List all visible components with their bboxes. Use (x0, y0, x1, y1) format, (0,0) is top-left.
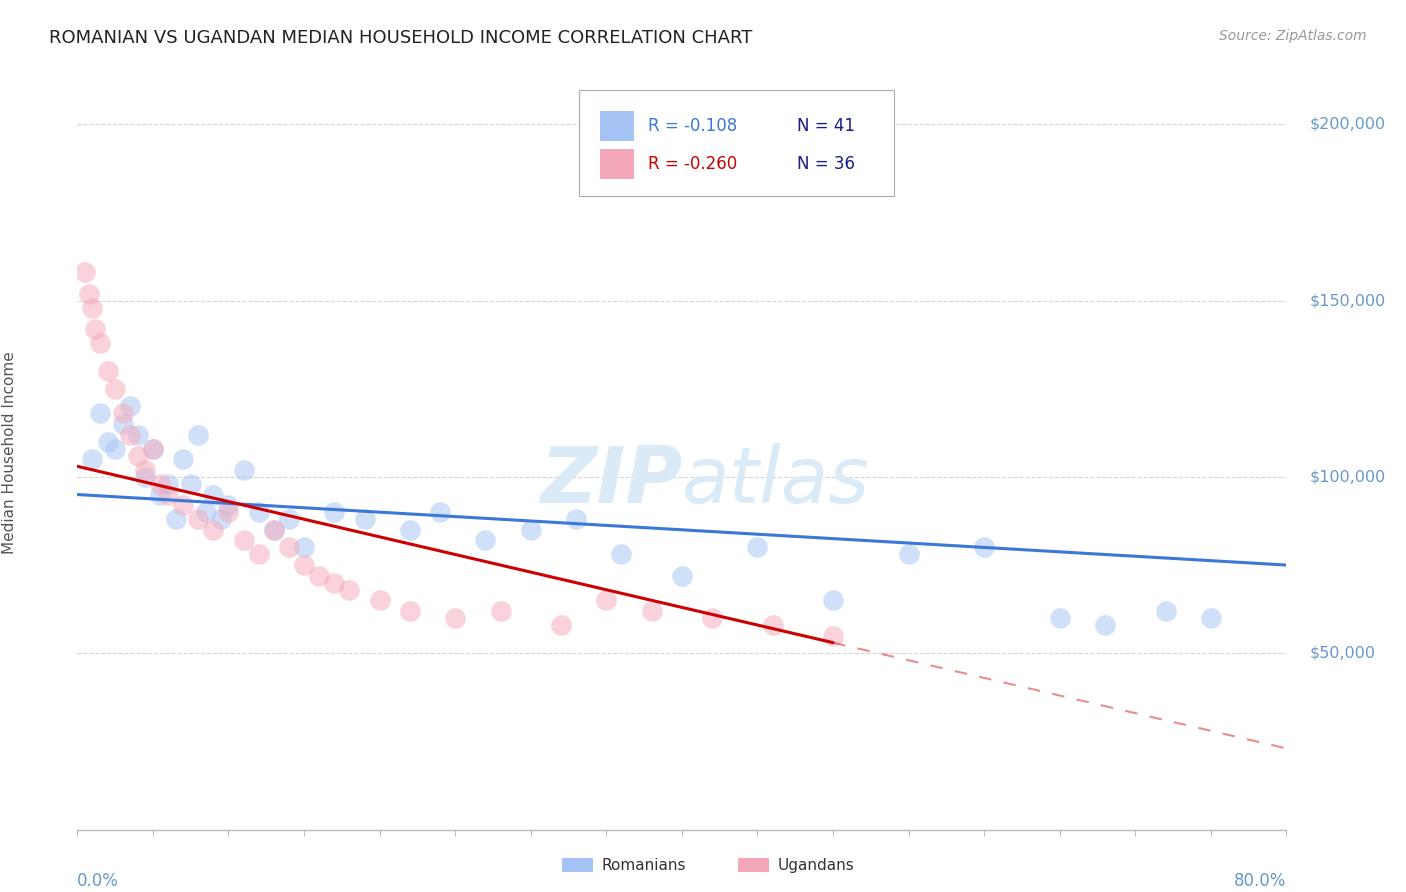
Point (550, 618, 572, 632)
Point (111, 417, 134, 431)
Point (187, 427, 209, 442)
Point (368, 593, 391, 607)
Point (82, 301, 104, 315)
Point (172, 452, 194, 467)
Point (73, 265, 96, 279)
Text: atlas: atlas (682, 442, 870, 519)
Point (263, 523, 285, 537)
Point (89, 335, 111, 350)
Point (149, 477, 172, 491)
Text: R = -0.260: R = -0.260 (648, 155, 737, 173)
Text: R = -0.108: R = -0.108 (648, 117, 737, 135)
Point (104, 382, 127, 396)
Point (897, 548, 920, 562)
Point (1049, 611, 1071, 625)
Point (339, 582, 360, 597)
Point (323, 575, 346, 590)
Point (702, 611, 724, 625)
Point (565, 512, 588, 526)
Point (821, 593, 844, 607)
Point (232, 463, 254, 477)
Text: Ugandans: Ugandans (778, 858, 855, 872)
Point (641, 604, 664, 618)
Point (278, 512, 301, 526)
Text: ZIP: ZIP (540, 442, 682, 519)
FancyBboxPatch shape (600, 149, 634, 179)
Point (142, 442, 165, 456)
Text: Source: ZipAtlas.com: Source: ZipAtlas.com (1219, 29, 1367, 43)
Point (127, 427, 149, 442)
Point (218, 505, 240, 519)
Point (194, 505, 217, 519)
Point (134, 463, 156, 477)
Point (172, 498, 194, 512)
Point (218, 498, 240, 512)
Point (821, 629, 844, 643)
Point (120, 400, 142, 414)
Point (973, 541, 995, 555)
Point (247, 548, 270, 562)
Text: 0.0%: 0.0% (77, 871, 120, 890)
Point (444, 611, 467, 625)
Point (157, 477, 180, 491)
Point (429, 505, 451, 519)
Point (595, 593, 617, 607)
Point (79, 286, 101, 301)
Text: N = 41: N = 41 (797, 117, 855, 135)
Point (610, 548, 633, 562)
Point (120, 427, 142, 442)
Point (82, 452, 104, 467)
Point (292, 541, 315, 555)
Point (520, 523, 543, 537)
Point (247, 505, 270, 519)
Text: Romanians: Romanians (602, 858, 686, 872)
Point (202, 523, 225, 537)
Point (111, 406, 134, 420)
Point (209, 512, 232, 526)
Point (1154, 604, 1177, 618)
Point (292, 558, 315, 572)
Text: 80.0%: 80.0% (1234, 871, 1286, 890)
Point (89, 406, 111, 420)
Point (202, 487, 225, 501)
Point (489, 604, 512, 618)
Point (104, 442, 127, 456)
Point (134, 470, 156, 484)
Point (165, 512, 187, 526)
Point (1094, 618, 1116, 632)
Point (323, 505, 346, 519)
Text: $200,000: $200,000 (1309, 117, 1385, 132)
Point (127, 449, 149, 463)
Point (308, 568, 330, 582)
Text: $150,000: $150,000 (1309, 293, 1385, 308)
FancyBboxPatch shape (600, 111, 634, 141)
Point (232, 533, 254, 548)
Text: N = 36: N = 36 (797, 155, 855, 173)
Point (671, 568, 693, 582)
Point (278, 541, 301, 555)
Point (96, 434, 118, 449)
Point (187, 512, 209, 526)
Point (263, 523, 285, 537)
Point (399, 604, 422, 618)
FancyBboxPatch shape (579, 90, 894, 196)
Point (1199, 611, 1222, 625)
Point (157, 487, 180, 501)
Point (747, 541, 769, 555)
Text: $100,000: $100,000 (1309, 469, 1385, 484)
Point (353, 512, 375, 526)
Point (149, 487, 172, 501)
Point (84, 322, 107, 336)
Point (142, 442, 165, 456)
Point (180, 477, 202, 491)
Point (762, 618, 785, 632)
Point (399, 523, 422, 537)
Text: $50,000: $50,000 (1309, 646, 1375, 661)
Point (96, 364, 118, 378)
Text: Median Household Income: Median Household Income (1, 351, 17, 554)
Text: ROMANIAN VS UGANDAN MEDIAN HOUSEHOLD INCOME CORRELATION CHART: ROMANIAN VS UGANDAN MEDIAN HOUSEHOLD INC… (49, 29, 752, 46)
Point (474, 533, 496, 548)
